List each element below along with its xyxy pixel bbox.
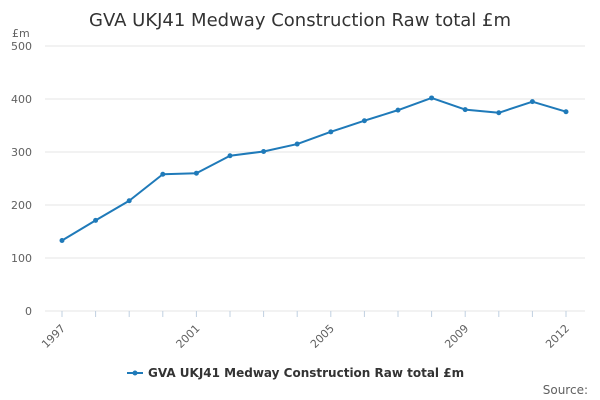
data-point[interactable] xyxy=(261,148,267,154)
y-axis-ticks: 0 100 200 300 400 500 xyxy=(11,40,32,318)
series-group xyxy=(59,95,569,244)
y-axis-unit-label: £m xyxy=(12,27,30,40)
x-tick-label: 2009 xyxy=(442,322,471,351)
data-point[interactable] xyxy=(395,107,401,113)
data-point[interactable] xyxy=(160,171,166,177)
series-line[interactable] xyxy=(61,96,567,242)
x-tick-label: 1997 xyxy=(39,322,68,351)
data-point[interactable] xyxy=(462,107,468,113)
y-tick-label: 300 xyxy=(11,146,32,159)
x-tick-label: 2001 xyxy=(174,322,203,351)
y-tick-label: 200 xyxy=(11,199,32,212)
x-tick-label: 2005 xyxy=(308,322,337,351)
data-point[interactable] xyxy=(126,198,132,204)
data-point[interactable] xyxy=(93,217,99,223)
x-tick-label: 2012 xyxy=(543,322,572,351)
legend-point-marker xyxy=(132,370,138,376)
gridlines xyxy=(45,45,585,312)
data-point[interactable] xyxy=(429,95,435,101)
data-point[interactable] xyxy=(361,118,367,124)
data-point[interactable] xyxy=(563,109,569,115)
source-label: Source: xyxy=(543,383,588,397)
legend-label[interactable]: GVA UKJ41 Medway Construction Raw total … xyxy=(148,366,464,380)
data-point[interactable] xyxy=(529,99,535,105)
legend[interactable]: GVA UKJ41 Medway Construction Raw total … xyxy=(127,366,464,380)
chart-title: GVA UKJ41 Medway Construction Raw total … xyxy=(89,10,511,31)
data-point[interactable] xyxy=(193,170,199,176)
data-point[interactable] xyxy=(496,110,502,116)
x-axis: 1997 2001 2005 2009 2012 xyxy=(39,311,572,351)
y-tick-label: 500 xyxy=(11,40,32,53)
data-point[interactable] xyxy=(59,238,65,244)
data-point[interactable] xyxy=(328,129,334,135)
y-tick-label: 100 xyxy=(11,252,32,265)
y-tick-label: 400 xyxy=(11,93,32,106)
data-point[interactable] xyxy=(227,153,233,159)
y-tick-label: 0 xyxy=(25,305,32,318)
data-point[interactable] xyxy=(294,141,300,147)
